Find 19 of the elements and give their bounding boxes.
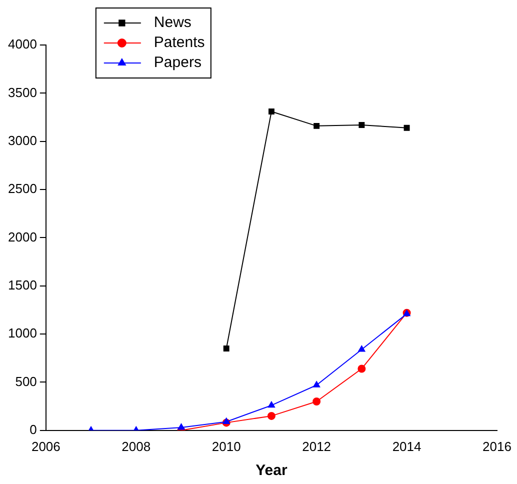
y-tick-label: 1000 xyxy=(8,326,37,341)
y-tick-label: 1500 xyxy=(8,277,37,292)
y-tick-label: 2500 xyxy=(8,181,37,196)
x-tick-label: 2014 xyxy=(392,438,422,454)
x-tick-label: 2016 xyxy=(482,438,512,454)
y-tick-label: 2000 xyxy=(8,229,37,244)
legend-label: Papers xyxy=(154,54,202,72)
y-tick-label: 0 xyxy=(30,422,37,437)
x-axis-title: Year xyxy=(256,462,288,480)
legend-label: News xyxy=(154,14,192,32)
y-tick-label: 3500 xyxy=(8,84,37,100)
y-tick-label: 4000 xyxy=(8,36,37,52)
x-tick-label: 2006 xyxy=(31,438,60,454)
legend-label: Patents xyxy=(154,34,205,52)
x-tick-label: 2008 xyxy=(122,438,151,454)
x-tick-label: 2010 xyxy=(212,438,241,454)
x-tick-label: 2012 xyxy=(302,438,332,454)
y-tick-label: 500 xyxy=(15,374,37,389)
y-tick-label: 3000 xyxy=(8,132,37,148)
